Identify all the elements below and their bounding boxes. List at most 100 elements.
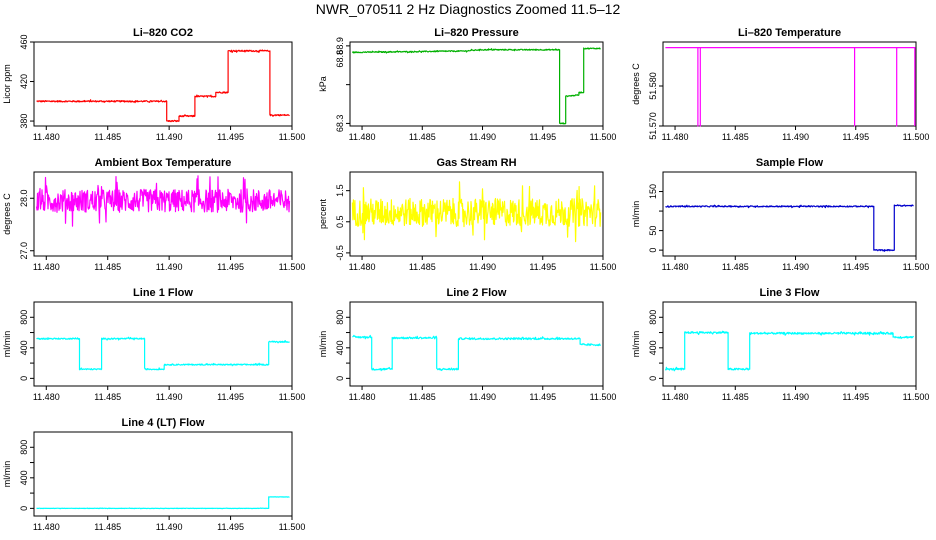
panel-title: Line 3 Flow xyxy=(760,287,820,299)
y-tick-label: 68.3 xyxy=(335,115,345,133)
y-tick-label: 27.0 xyxy=(19,242,29,260)
x-tick-label: 11.480 xyxy=(33,392,60,402)
x-tick-label: 11.485 xyxy=(94,392,121,402)
x-tick-label: 11.500 xyxy=(903,262,930,272)
x-tick-label: 11.490 xyxy=(156,132,183,142)
plot-frame xyxy=(33,431,293,517)
panel-title: Ambient Box Temperature xyxy=(95,157,232,169)
y-tick-label: 0 xyxy=(19,506,29,511)
y-tick-label: 400 xyxy=(19,470,29,485)
panel-3: Li–820 Temperature 11.480 11.485 11.490 11.4… xyxy=(631,27,929,142)
y-axis-label: percent xyxy=(318,198,328,229)
y-tick-label: 800 xyxy=(648,310,658,325)
y-tick-label: 28.0 xyxy=(19,189,29,207)
x-tick-label: 11.495 xyxy=(842,132,869,142)
x-tick-label: 11.480 xyxy=(33,522,60,532)
x-tick-label: 11.490 xyxy=(782,132,809,142)
x-tick-label: 11.485 xyxy=(722,262,749,272)
x-tick-label: 11.480 xyxy=(349,132,376,142)
series-line xyxy=(665,204,914,252)
x-tick-label: 11.500 xyxy=(279,262,306,272)
series-line xyxy=(35,175,291,227)
x-tick-label: 11.490 xyxy=(782,262,809,272)
x-tick-label: 11.485 xyxy=(94,262,121,272)
panel-title: Line 4 (LT) Flow xyxy=(122,417,205,429)
series-line xyxy=(36,49,290,123)
x-tick-label: 11.490 xyxy=(782,392,809,402)
y-tick-label: 400 xyxy=(648,340,658,355)
y-axis-label: kPa xyxy=(318,76,328,92)
x-tick-label: 11.500 xyxy=(903,132,930,142)
figure-title: NWR_070511 2 Hz Diagnostics Zoomed 11.5–… xyxy=(315,1,621,17)
x-tick-label: 11.490 xyxy=(469,392,496,402)
x-tick-label: 11.480 xyxy=(33,262,60,272)
series-line xyxy=(351,181,602,243)
x-tick-label: 11.480 xyxy=(662,392,689,402)
plot-frame xyxy=(349,41,604,127)
x-tick-label: 11.495 xyxy=(217,262,244,272)
panel-title: Li–820 CO2 xyxy=(133,27,193,39)
plot-frame xyxy=(33,171,293,257)
x-tick-label: 11.490 xyxy=(156,392,183,402)
y-axis-label: ml/min xyxy=(2,461,12,488)
plot-frame xyxy=(349,171,604,257)
panel-title: Sample Flow xyxy=(756,157,824,169)
y-tick-label: 0 xyxy=(648,248,658,253)
y-axis-label: ml/min xyxy=(2,331,12,358)
x-tick-label: 11.500 xyxy=(279,522,306,532)
y-tick-label: 0 xyxy=(19,376,29,381)
plot-frame xyxy=(662,171,917,257)
panel-4: Ambient Box Temperature 11.480 11.485 11.49… xyxy=(2,157,305,272)
x-tick-label: 11.500 xyxy=(279,392,306,402)
panel-5: Gas Stream RH 11.480 11.485 11.490 11.495 11.… xyxy=(318,157,616,272)
x-tick-label: 11.495 xyxy=(842,262,869,272)
y-tick-label: 150 xyxy=(648,184,658,199)
y-tick-label: 50 xyxy=(648,226,658,236)
x-tick-label: 11.495 xyxy=(842,392,869,402)
x-tick-label: 11.480 xyxy=(349,392,376,402)
panel-title: Li–820 Temperature xyxy=(738,27,841,39)
x-tick-label: 11.495 xyxy=(217,522,244,532)
x-tick-label: 11.485 xyxy=(94,522,121,532)
y-tick-label: 400 xyxy=(19,340,29,355)
series-line xyxy=(352,334,602,372)
x-tick-label: 11.480 xyxy=(662,132,689,142)
y-tick-label: -0.5 xyxy=(335,245,345,261)
series-line xyxy=(36,496,290,510)
x-tick-label: 11.495 xyxy=(529,262,556,272)
panel-8: Line 2 Flow 11.480 11.485 11.490 11.495 11.50… xyxy=(318,287,616,402)
x-tick-label: 11.495 xyxy=(529,132,556,142)
x-tick-label: 11.485 xyxy=(409,392,436,402)
plot-frame xyxy=(349,301,604,387)
x-tick-label: 11.500 xyxy=(903,392,930,402)
x-tick-label: 11.480 xyxy=(33,132,60,142)
y-tick-label: 51.580 xyxy=(648,72,658,100)
y-tick-label: 420 xyxy=(19,74,29,89)
y-axis-label: ml/min xyxy=(631,331,641,358)
y-tick-label: 68.9 xyxy=(335,37,345,55)
panel-title: Li–820 Pressure xyxy=(434,27,518,39)
panel-title: Line 1 Flow xyxy=(133,287,193,299)
y-tick-label: 400 xyxy=(335,340,345,355)
x-tick-label: 11.500 xyxy=(590,262,617,272)
y-tick-label: 1.5 xyxy=(335,184,345,197)
series-line xyxy=(664,330,915,372)
y-tick-label: 800 xyxy=(19,440,29,455)
plot-frame xyxy=(662,301,917,387)
x-tick-label: 11.485 xyxy=(409,262,436,272)
y-axis-label: ml/min xyxy=(631,201,641,228)
y-tick-label: 0 xyxy=(648,376,658,381)
panel-1: Li–820 CO2 11.480 11.485 11.490 11.495 11.500… xyxy=(2,27,305,142)
x-tick-label: 11.495 xyxy=(529,392,556,402)
x-tick-label: 11.500 xyxy=(590,392,617,402)
x-tick-label: 11.480 xyxy=(349,262,376,272)
plot-frame xyxy=(33,41,293,127)
x-tick-label: 11.490 xyxy=(156,262,183,272)
x-tick-label: 11.480 xyxy=(662,262,689,272)
panel-10: Line 4 (LT) Flow 11.480 11.485 11.490 11.495… xyxy=(2,417,305,532)
y-axis-label: Licor ppm xyxy=(2,64,12,104)
y-tick-label: 460 xyxy=(19,34,29,49)
x-tick-label: 11.485 xyxy=(722,132,749,142)
panel-7: Line 1 Flow 11.480 11.485 11.490 11.495 11.50… xyxy=(2,287,305,402)
